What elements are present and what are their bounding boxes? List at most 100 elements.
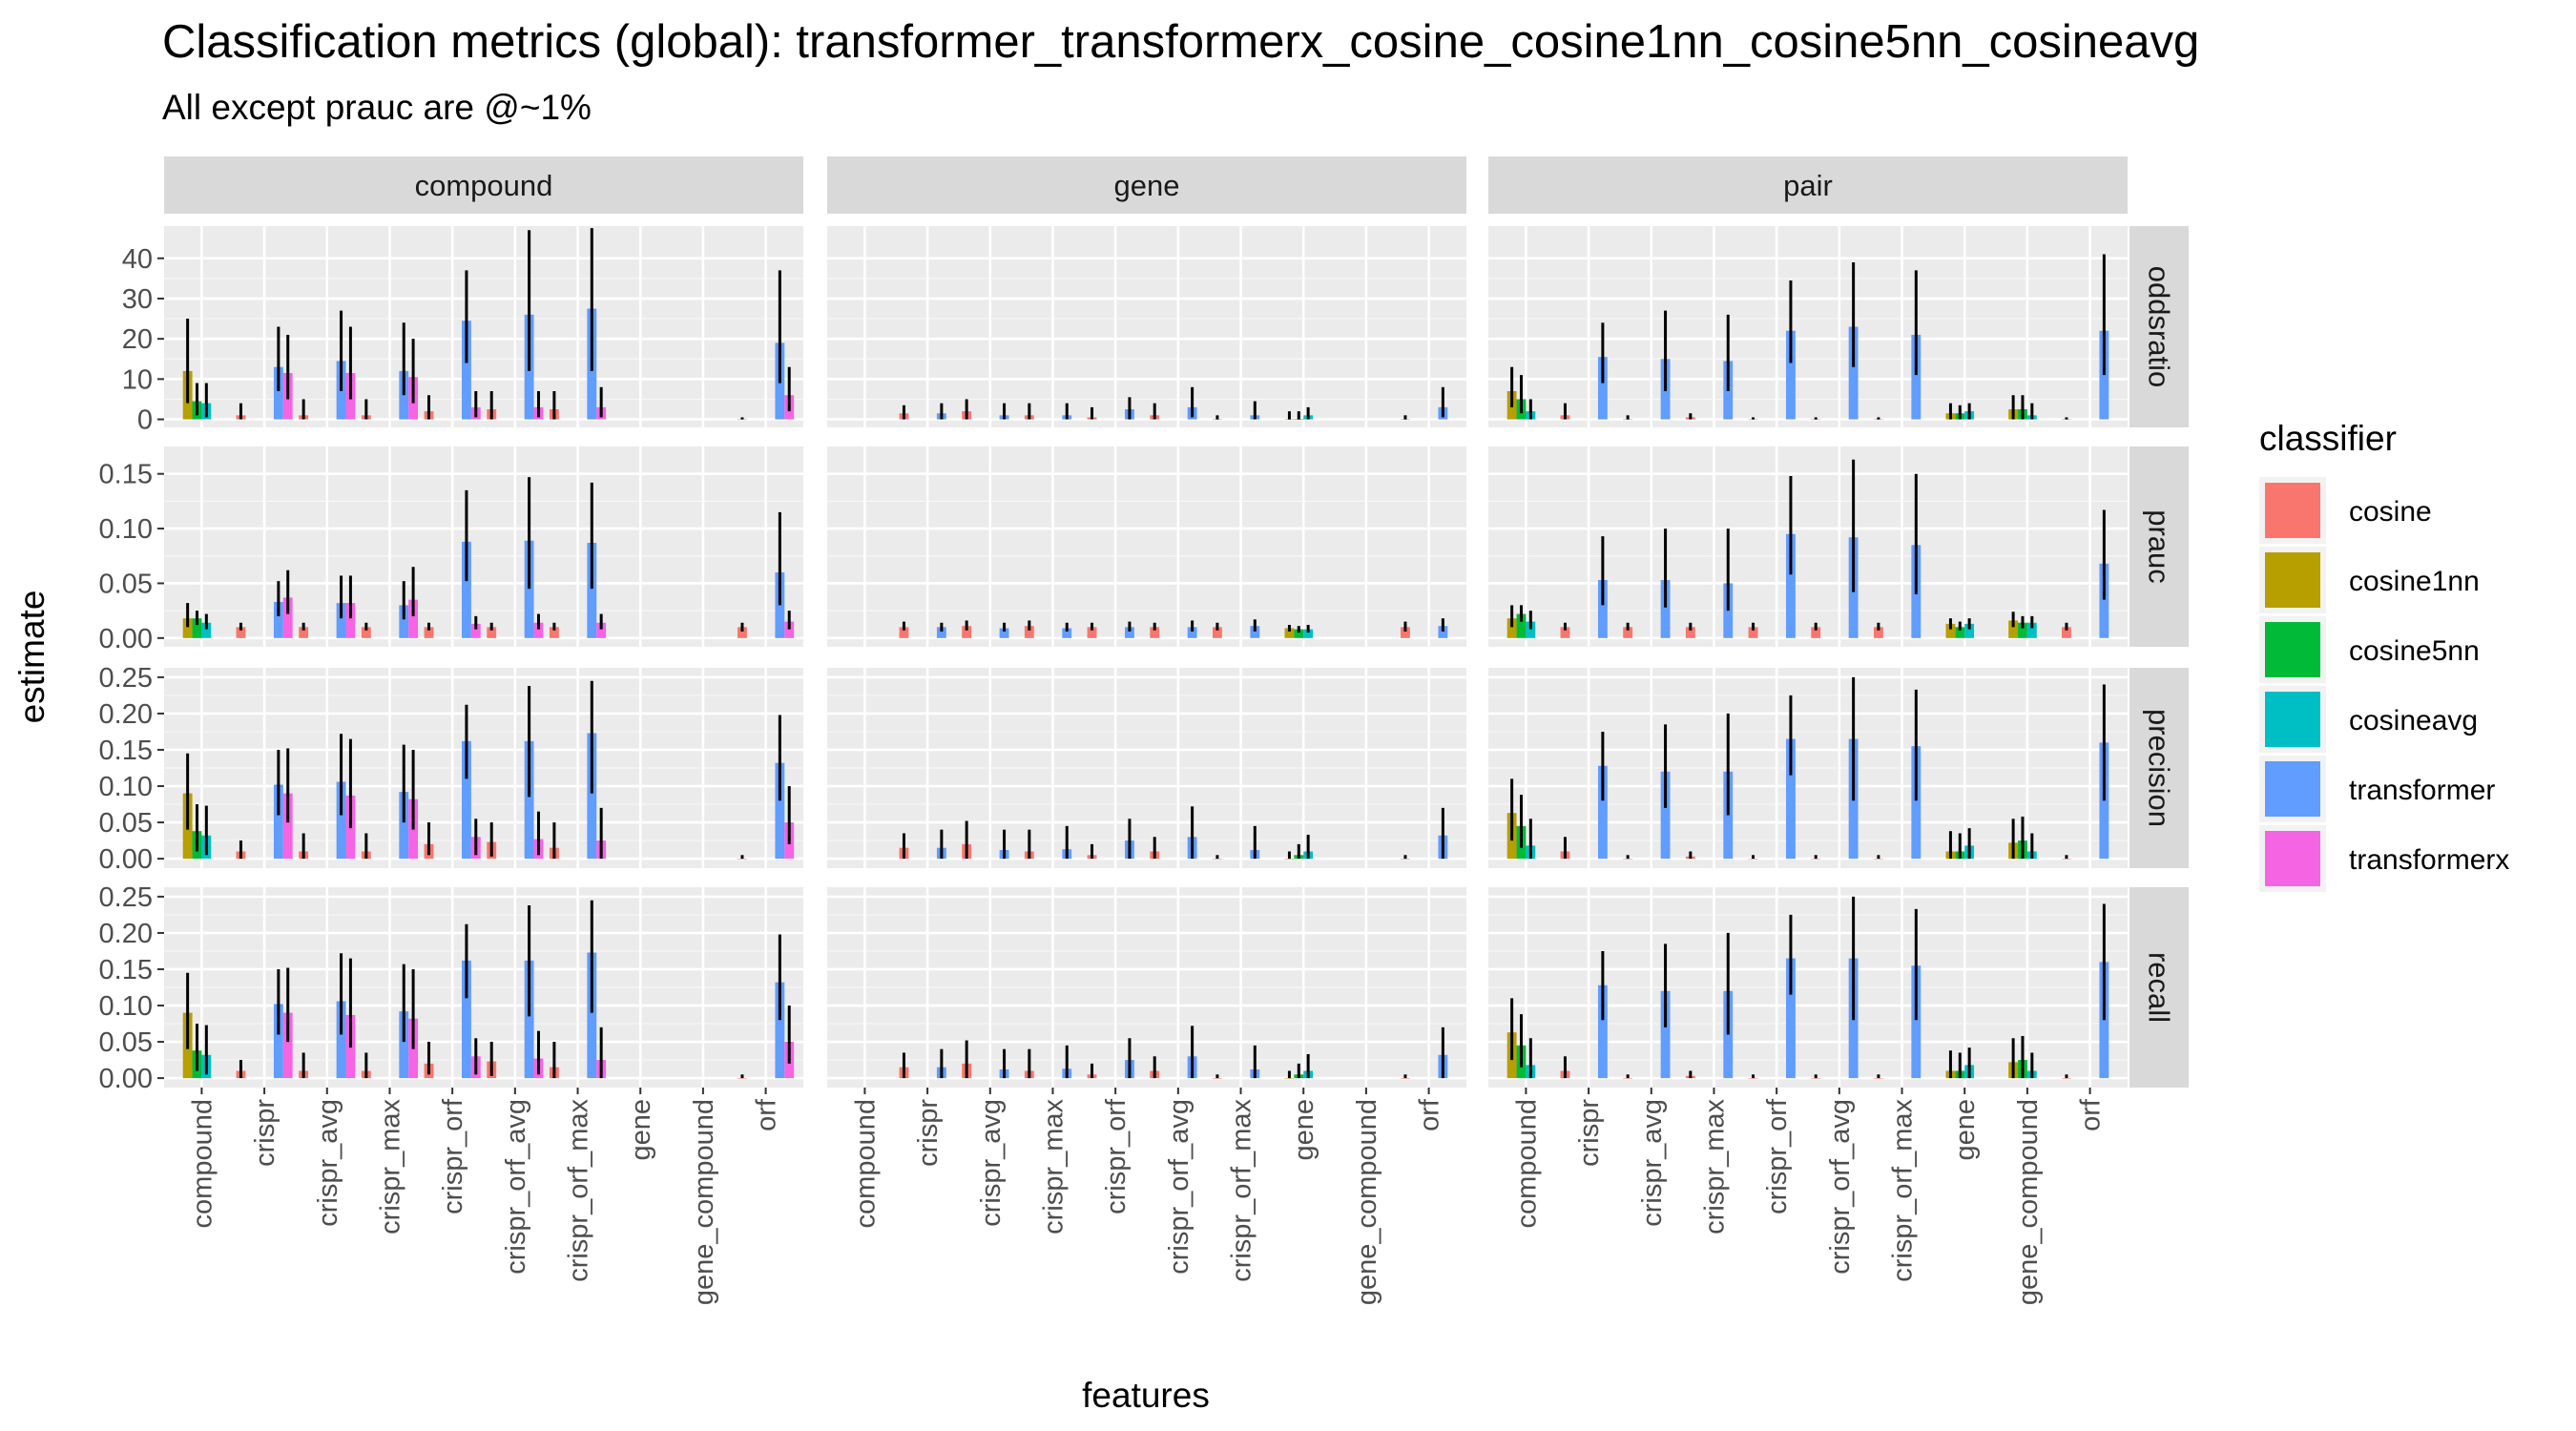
- y-tick-label: 40: [122, 244, 153, 275]
- bar-gene-prauc-gene-cosineavg: [1303, 629, 1314, 638]
- x-tick-label: crispr_orf: [438, 1098, 468, 1214]
- bar-gene-oddsratio-gene-cosine1nn: [1284, 419, 1295, 421]
- facet-strip-label: pair: [1783, 169, 1833, 202]
- bar-gene-prauc-crispr_max-cosine: [1024, 626, 1034, 638]
- bar-gene-precision-gene-cosine1nn: [1284, 859, 1295, 860]
- bar-compound-recall-crispr_orf-transformer: [462, 960, 471, 1079]
- bar-compound-precision-crispr-transformer: [273, 784, 283, 860]
- bar-pair-prauc-compound-cosine1nn: [1506, 618, 1517, 638]
- bar-gene-prauc-orf-cosine: [1401, 627, 1410, 638]
- x-tick-label: crispr_orf_avg: [501, 1099, 531, 1275]
- bar-gene-prauc-crispr_max-transformer: [1062, 628, 1072, 638]
- bar-gene-prauc-gene-cosine5nn: [1294, 629, 1304, 638]
- bar-compound-prauc-crispr_orf_max-transformer: [587, 542, 597, 638]
- x-tick-label: compound: [850, 1099, 881, 1228]
- facet-strip-label: compound: [415, 169, 553, 202]
- bar-pair-recall-crispr_orf_avg-cosine: [1811, 1078, 1821, 1079]
- facet-strip-recall: [2129, 887, 2189, 1088]
- bar-pair-prauc-gene-cosine1nn: [1945, 623, 1956, 638]
- bar-compound-precision-crispr_orf-transformer: [462, 740, 471, 860]
- x-tick-label: gene: [1950, 1099, 1981, 1161]
- bar-pair-oddsratio-crispr_orf_max-cosine: [1873, 419, 1883, 421]
- bar-compound-oddsratio-orf-cosine: [737, 419, 747, 421]
- bar-pair-prauc-orf-transformer: [2099, 563, 2109, 638]
- y-tick-label: 0.20: [99, 699, 153, 730]
- bar-pair-precision-crispr_avg-transformer: [1660, 771, 1671, 860]
- bar-pair-prauc-crispr-cosine: [1560, 627, 1570, 638]
- bar-pair-prauc-gene-cosine5nn: [1955, 627, 1965, 638]
- bar-compound-prauc-crispr_max-transformerx: [408, 599, 419, 638]
- x-tick-label: gene_compound: [1352, 1099, 1382, 1305]
- bar-gene-prauc-gene-cosine1nn: [1284, 628, 1295, 638]
- bar-compound-prauc-crispr-cosine: [236, 627, 246, 638]
- y-tick-label: 0.00: [99, 1064, 153, 1094]
- chart-title: Classification metrics (global): transfo…: [162, 16, 2200, 68]
- y-tick-label: 20: [122, 324, 153, 355]
- bar-gene-prauc-crispr_avg-transformer: [999, 628, 1009, 638]
- legend-label: cosine: [2349, 496, 2432, 528]
- bar-gene-prauc-crispr-transformer: [936, 627, 946, 638]
- x-tick-label: crispr_max: [1038, 1099, 1069, 1234]
- bar-compound-precision-crispr_max-transformer: [399, 792, 409, 860]
- bar-pair-precision-crispr_orf_avg-cosine: [1811, 859, 1821, 860]
- x-tick-label: compound: [1511, 1099, 1542, 1228]
- bar-pair-prauc-crispr_orf-transformer: [1786, 533, 1796, 638]
- bar-pair-prauc-crispr_orf_avg-cosine: [1811, 627, 1821, 638]
- bar-compound-prauc-crispr_avg-cosine: [299, 627, 309, 638]
- bar-compound-recall-orf-transformer: [775, 982, 785, 1079]
- y-tick-label: 10: [122, 364, 153, 395]
- bar-compound-prauc-orf-cosine: [737, 627, 747, 638]
- x-tick-label: crispr_orf_avg: [1825, 1099, 1856, 1275]
- y-tick-label: 0.10: [99, 991, 153, 1022]
- bar-compound-precision-crispr_orf_max-transformer: [587, 733, 597, 860]
- bar-pair-oddsratio-crispr-transformer: [1597, 357, 1608, 420]
- bar-compound-prauc-compound-cosine1nn: [182, 618, 193, 638]
- bar-compound-prauc-crispr-transformerx: [282, 597, 293, 638]
- x-tick-label: crispr: [250, 1099, 280, 1167]
- legend-key-transformerx: [2265, 831, 2320, 886]
- facet-strip-label: precision: [2143, 709, 2176, 827]
- bar-gene-recall-gene-cosine1nn: [1284, 1078, 1295, 1079]
- bar-compound-prauc-compound-cosineavg: [201, 622, 212, 638]
- x-tick-label: gene: [626, 1099, 656, 1161]
- bar-pair-recall-crispr_avg-transformer: [1660, 990, 1671, 1079]
- bar-gene-recall-orf-cosine: [1401, 1078, 1410, 1079]
- bar-gene-prauc-crispr_orf_avg-transformer: [1187, 627, 1197, 638]
- bar-pair-prauc-orf-cosine: [2062, 627, 2071, 638]
- bar-gene-prauc-crispr-cosine: [899, 627, 909, 638]
- bar-pair-precision-crispr_orf-cosine: [1748, 859, 1758, 860]
- bar-pair-prauc-gene_compound-cosine5nn: [2018, 622, 2027, 638]
- legend-title: classifier: [2259, 419, 2397, 458]
- bar-compound-oddsratio-crispr-transformer: [273, 366, 283, 420]
- bar-gene-prauc-crispr_orf_avg-cosine: [1150, 627, 1160, 638]
- y-tick-label: 0.20: [99, 919, 153, 949]
- chart-subtitle: All except prauc are @~1%: [162, 88, 592, 127]
- y-tick-label: 0.00: [99, 624, 153, 654]
- bar-compound-prauc-crispr_orf_avg-transformer: [524, 540, 534, 638]
- facet-strip-prauc: [2129, 446, 2189, 647]
- bar-gene-oddsratio-gene-cosine5nn: [1294, 419, 1304, 421]
- bar-compound-precision-orf-transformer: [775, 762, 785, 860]
- facet-strip-oddsratio: [2129, 226, 2189, 427]
- bar-pair-precision-crispr-transformer: [1597, 765, 1608, 860]
- bar-pair-prauc-compound-cosineavg: [1526, 621, 1536, 638]
- y-tick-label: 0: [137, 405, 153, 436]
- bar-pair-oddsratio-crispr_orf-transformer: [1786, 330, 1796, 420]
- bar-compound-prauc-crispr_orf_avg-cosine: [487, 627, 497, 638]
- bar-pair-precision-crispr_avg-cosine: [1623, 859, 1633, 860]
- panel-background: [164, 226, 803, 427]
- bar-pair-recall-crispr_orf_max-transformer: [1911, 965, 1922, 1079]
- y-axis-title: estimate: [12, 591, 52, 724]
- legend-key-cosine1nn: [2265, 552, 2320, 608]
- x-tick-label: crispr_max: [1699, 1099, 1730, 1234]
- panel-background: [827, 226, 1466, 427]
- bar-pair-oddsratio-crispr_orf-cosine: [1748, 419, 1758, 421]
- x-tick-label: gene: [1289, 1099, 1319, 1161]
- x-tick-label: crispr: [1574, 1099, 1605, 1167]
- bar-gene-recall-crispr_orf_max-cosine: [1212, 1078, 1222, 1079]
- bar-pair-oddsratio-crispr_avg-cosine: [1623, 419, 1633, 421]
- x-tick-label: gene_compound: [689, 1099, 719, 1305]
- bar-pair-prauc-crispr_max-cosine: [1685, 627, 1695, 638]
